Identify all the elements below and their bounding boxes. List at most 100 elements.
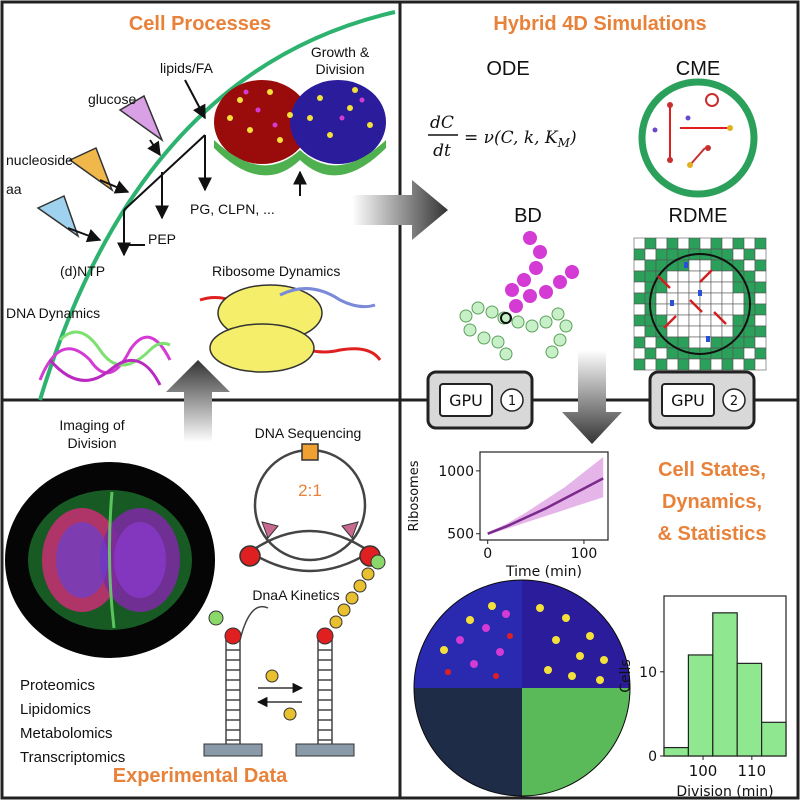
label-imaging: Imaging of: [59, 417, 124, 433]
lattice-cell: [655, 303, 668, 316]
hist-bar: [663, 746, 689, 757]
omics-item: Transcriptomics: [20, 749, 125, 766]
diffusion-arrow: [663, 315, 677, 329]
lattice-cell: [743, 237, 756, 250]
lattice-cell: [721, 281, 734, 294]
rdme-lattice-icon: [633, 237, 767, 371]
molecule-marker: [706, 336, 710, 342]
label-pep: PEP: [148, 231, 176, 247]
lattice-cell: [655, 314, 668, 327]
label-division: Division: [315, 61, 364, 77]
lattice-cell: [688, 325, 701, 338]
lattice-cell: [754, 259, 767, 272]
ribosome-icon: [199, 284, 382, 373]
lattice-cell: [699, 314, 712, 327]
lattice-cell: [666, 248, 679, 261]
lattice-cell: [721, 325, 734, 338]
lattice-cell: [688, 270, 701, 283]
diffusion-arrow: [657, 275, 671, 289]
lattice-cell: [688, 336, 701, 349]
lattice-cell: [754, 303, 767, 316]
y-tick-label: 0: [648, 749, 657, 765]
lattice-cell: [721, 303, 734, 316]
lattice-cell: [655, 347, 668, 360]
lattice-cell: [710, 281, 723, 294]
lattice-cell: [666, 325, 679, 338]
eq-numerator: dC: [430, 113, 454, 133]
x-tick-label: 110: [738, 762, 767, 780]
lattice-cell: [699, 303, 712, 316]
lattice-cell: [743, 358, 756, 371]
diffusion-arrow: [699, 269, 713, 283]
lattice-cell: [644, 270, 657, 283]
lattice-cell: [710, 259, 723, 272]
states-title-line1: Cell States,: [658, 459, 766, 481]
lattice-cell: [677, 237, 690, 250]
hist-bar: [687, 654, 714, 757]
lattice-cell: [721, 292, 734, 305]
lattice-cell: [743, 325, 756, 338]
x-tick-label: 100: [689, 762, 718, 780]
division-microscopy-image: [5, 462, 215, 658]
hist-bar: [760, 721, 787, 757]
transporter-glucose-icon: [118, 94, 164, 143]
experimental-title: Experimental Data: [113, 765, 288, 787]
lattice-cell: [732, 281, 745, 294]
label-rdme: RDME: [669, 205, 728, 227]
label-pg-clpn: PG, CLPN, ...: [190, 201, 275, 217]
lattice-cell: [743, 248, 756, 261]
lattice-cell: [688, 358, 701, 371]
lattice-cell: [644, 358, 657, 371]
lattice-cell: [754, 314, 767, 327]
y-axis-label: Cells: [618, 659, 634, 692]
lattice-cell: [743, 336, 756, 349]
lattice-cell: [710, 325, 723, 338]
hybrid-simulations-panel: Hybrid 4D Simulations ODE CME dC dt = ν(…: [428, 13, 767, 371]
lattice-cell: [633, 358, 646, 371]
lattice-cell: [633, 281, 646, 294]
lattice-cell: [721, 347, 734, 360]
lattice-cell: [732, 292, 745, 305]
lattice-cell: [754, 237, 767, 250]
lattice-cell: [732, 303, 745, 316]
lattice-cell: [633, 325, 646, 338]
lattice-cell: [677, 325, 690, 338]
lattice-cell: [655, 248, 668, 261]
label-growth: Growth &: [311, 44, 370, 60]
arrow-to-states-icon: [562, 350, 622, 444]
lattice-cell: [743, 347, 756, 360]
lattice-cell: [721, 358, 734, 371]
label-lipids: lipids/FA: [160, 60, 214, 76]
lattice-cell: [732, 358, 745, 371]
lattice-cell: [666, 237, 679, 250]
confidence-band: [487, 457, 604, 535]
lattice-cell: [644, 237, 657, 250]
metabolic-pathway: [67, 79, 212, 257]
gpu-1-number: 1: [508, 394, 516, 409]
lattice-cell: [754, 336, 767, 349]
lattice-cell: [633, 270, 646, 283]
lattice-cell: [710, 358, 723, 371]
lattice-cell: [732, 314, 745, 327]
diffusion-arrow: [713, 311, 727, 325]
ode-equation: dC dt = ν(C, k, KM): [428, 113, 577, 161]
cell-membrane: [38, 10, 396, 401]
label-dna-dynamics: DNA Dynamics: [6, 305, 100, 321]
lattice-cell: [721, 248, 734, 261]
lattice-cell: [754, 248, 767, 261]
gpu-1-label: GPU: [449, 391, 483, 410]
label-ode: ODE: [486, 58, 529, 80]
lattice-cell: [754, 325, 767, 338]
lattice-cell: [644, 347, 657, 360]
ribosome-line-chart: 0 100 500 1000 Time (min) Ribosomes: [407, 451, 609, 580]
lattice-cell: [633, 303, 646, 316]
division-histogram: 100 110 0 10 Division (min) Cells: [618, 595, 787, 800]
lattice-cell: [666, 270, 679, 283]
eq-denominator: dt: [433, 141, 451, 161]
label-dna-sequencing: DNA Sequencing: [255, 425, 362, 441]
lattice-cell: [655, 237, 668, 250]
label-division-imaging: Division: [67, 435, 116, 451]
omics-item: Metabolomics: [20, 725, 113, 742]
lattice-cell: [633, 336, 646, 349]
lattice-cell: [666, 358, 679, 371]
